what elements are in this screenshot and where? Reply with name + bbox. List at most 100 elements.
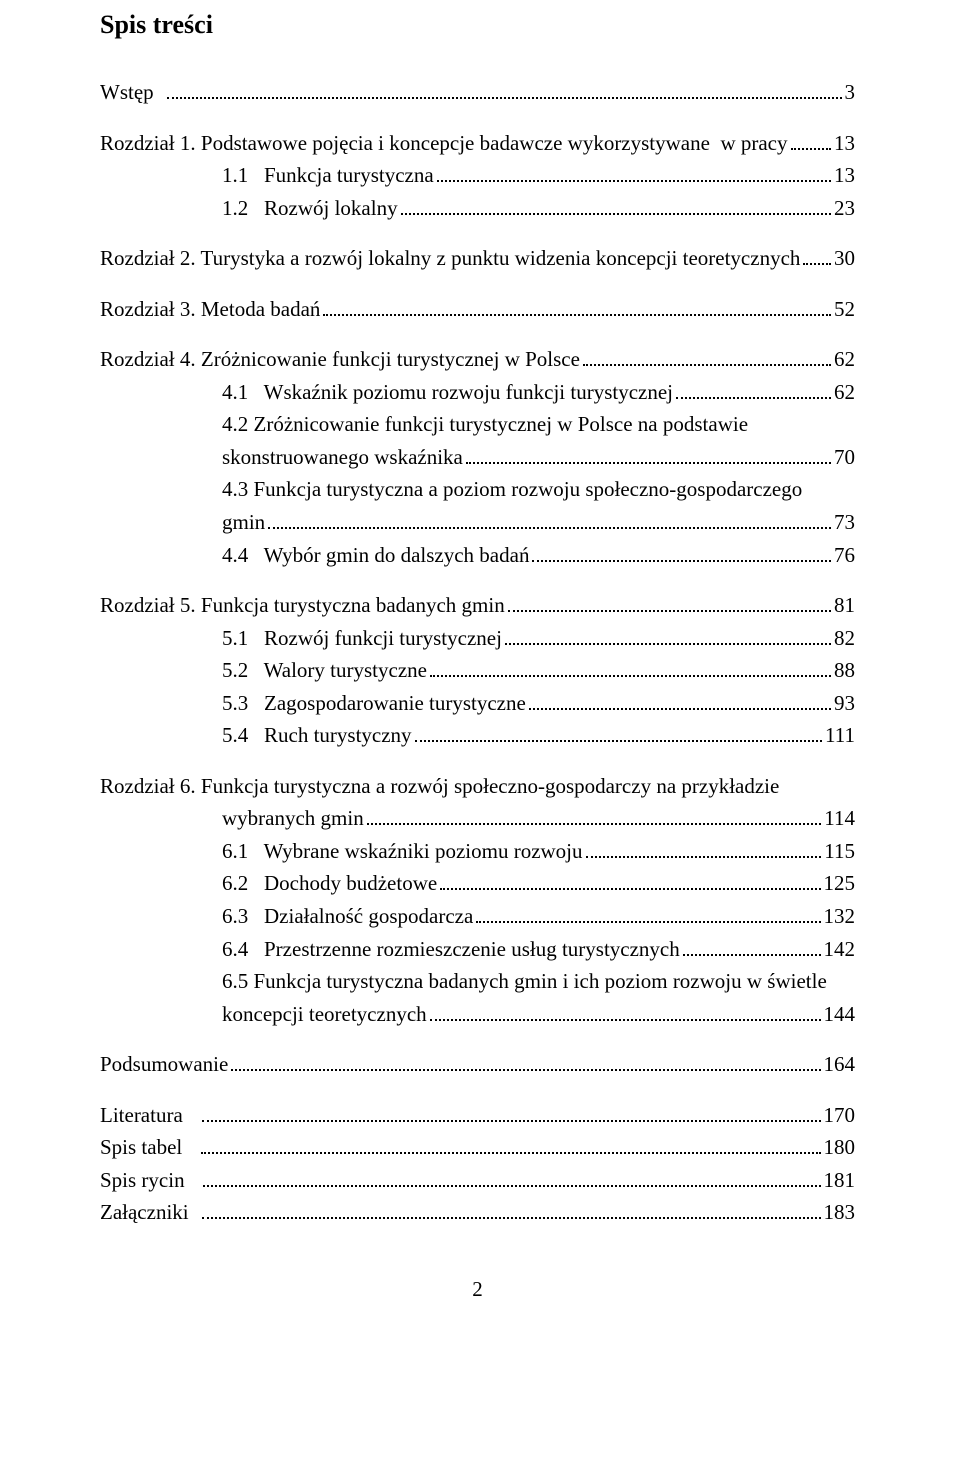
page-number: 2 [100,1277,855,1302]
toc-entry-page: 62 [834,343,855,376]
toc-leader-dots [508,610,831,612]
toc-entry-label: gmin [222,506,265,539]
toc-entry: 5.3 Zagospodarowanie turystyczne 93 [100,687,855,720]
toc-entry-label: Rozdział 4. Zróżnicowanie funkcji turyst… [100,343,580,376]
toc-entry-page: 30 [834,242,855,275]
toc-entry-page: 170 [824,1099,856,1132]
toc-leader-dots [676,397,831,399]
toc-entry: Rozdział 2. Turystyka a rozwój lokalny z… [100,242,855,275]
toc-leader-dots [203,1185,820,1187]
toc-entry-page: 114 [824,802,855,835]
toc-entry: koncepcji teoretycznych 144 [100,998,855,1031]
toc-entry-page: 73 [834,506,855,539]
toc-entry: 4.4 Wybór gmin do dalszych badań76 [100,539,855,572]
toc-entry-page: 81 [834,589,855,622]
toc-entry: Załączniki 183 [100,1196,855,1229]
toc-title: Spis treści [100,10,855,40]
toc-entry: Rozdział 1. Podstawowe pojęcia i koncepc… [100,127,855,160]
toc-entry-label: 1.2 Rozwój lokalny [222,192,398,225]
toc-leader-dots [440,888,820,890]
toc-entry: 6.3 Działalność gospodarcza132 [100,900,855,933]
toc-entry: 6.2 Dochody budżetowe125 [100,867,855,900]
toc-entry-page: 180 [824,1131,856,1164]
toc-entry-label: Spis tabel [100,1131,198,1164]
toc-entry-label: Rozdział 5. Funkcja turystyczna badanych… [100,589,505,622]
toc-entry: wybranych gmin 114 [100,802,855,835]
toc-entry: 5.1 Rozwój funkcji turystycznej 82 [100,622,855,655]
toc-entry: 6.1 Wybrane wskaźniki poziomu rozwoju115 [100,835,855,868]
toc-entry: 1.2 Rozwój lokalny 23 [100,192,855,225]
toc-entry-page: 13 [834,127,855,160]
toc-leader-dots [367,823,822,825]
toc-entry: Rozdział 4. Zróżnicowanie funkcji turyst… [100,343,855,376]
toc-entry: gmin 73 [100,506,855,539]
toc-entry-continuation: 4.3 Funkcja turystyczna a poziom rozwoju… [100,473,855,506]
toc-entry-label: Rozdział 2. Turystyka a rozwój lokalny z… [100,242,800,275]
toc-leader-dots [583,364,831,366]
toc-entry-page: 115 [824,835,855,868]
toc-entry-page: 164 [824,1048,856,1081]
toc-list: Wstęp 3 Rozdział 1. Podstawowe pojęcia i … [100,76,855,1229]
toc-leader-dots [476,921,820,923]
toc-entry-page: 23 [834,192,855,225]
toc-entry-page: 111 [825,719,855,752]
toc-entry-page: 88 [834,654,855,687]
toc-entry-label: 5.4 Ruch turystyczny [222,719,412,752]
toc-entry-label: koncepcji teoretycznych [222,998,427,1031]
toc-entry: Spis tabel 180 [100,1131,855,1164]
toc-entry: Rozdział 5. Funkcja turystyczna badanych… [100,589,855,622]
toc-entry-label: 5.3 Zagospodarowanie turystyczne [222,687,526,720]
toc-entry-label: 1.1 Funkcja turystyczna [222,159,434,192]
toc-entry-label: 6.2 Dochody budżetowe [222,867,437,900]
toc-leader-dots [529,708,831,710]
toc-leader-dots [268,527,831,529]
toc-entry-page: 62 [834,376,855,409]
toc-entry-label: skonstruowanego wskaźnika [222,441,463,474]
toc-entry-label: wybranych gmin [222,802,364,835]
toc-entry-label: Podsumowanie [100,1048,228,1081]
toc-leader-dots [505,643,831,645]
toc-entry-label: 5.1 Rozwój funkcji turystycznej [222,622,502,655]
toc-entry-label: Rozdział 3. Metoda badań [100,293,320,326]
toc-gap [100,325,855,343]
toc-leader-dots [401,213,831,215]
toc-entry-page: 70 [834,441,855,474]
toc-leader-dots [437,180,831,182]
toc-entry-continuation: 4.2 Zróżnicowanie funkcji turystycznej w… [100,408,855,441]
toc-entry-continuation: Rozdział 6. Funkcja turystyczna a rozwój… [100,770,855,803]
toc-leader-dots [430,675,831,677]
toc-entry: Rozdział 3. Metoda badań52 [100,293,855,326]
toc-entry-page: 183 [824,1196,856,1229]
toc-gap [100,109,855,127]
toc-entry-continuation: 6.5 Funkcja turystyczna badanych gmin i … [100,965,855,998]
toc-leader-dots [430,1019,821,1021]
toc-entry-label: Literatura [100,1099,199,1132]
toc-entry-page: 93 [834,687,855,720]
toc-leader-dots [323,314,831,316]
toc-leader-dots [415,740,822,742]
toc-entry: Wstęp 3 [100,76,855,109]
toc-gap [100,275,855,293]
toc-entry-label: Spis rycin [100,1164,200,1197]
toc-entry: Podsumowanie 164 [100,1048,855,1081]
toc-entry-page: 82 [834,622,855,655]
toc-leader-dots [532,560,831,562]
toc-leader-dots [803,263,831,265]
toc-gap [100,752,855,770]
toc-entry-page: 76 [834,539,855,572]
toc-leader-dots [202,1217,820,1219]
toc-leader-dots [167,97,841,99]
toc-entry: Literatura 170 [100,1099,855,1132]
toc-entry: 5.4 Ruch turystyczny 111 [100,719,855,752]
toc-entry: 4.1 Wskaźnik poziomu rozwoju funkcji tur… [100,376,855,409]
toc-entry-page: 144 [824,998,856,1031]
toc-entry: 6.4 Przestrzenne rozmieszczenie usług tu… [100,933,855,966]
toc-leader-dots [202,1120,821,1122]
toc-entry-page: 142 [824,933,856,966]
document-page: Spis treści Wstęp 3 Rozdział 1. Podstawow… [0,0,960,1474]
toc-entry-page: 181 [824,1164,856,1197]
toc-entry: Spis rycin 181 [100,1164,855,1197]
toc-entry-label: 6.3 Działalność gospodarcza [222,900,473,933]
toc-leader-dots [231,1069,820,1071]
toc-gap [100,1030,855,1048]
